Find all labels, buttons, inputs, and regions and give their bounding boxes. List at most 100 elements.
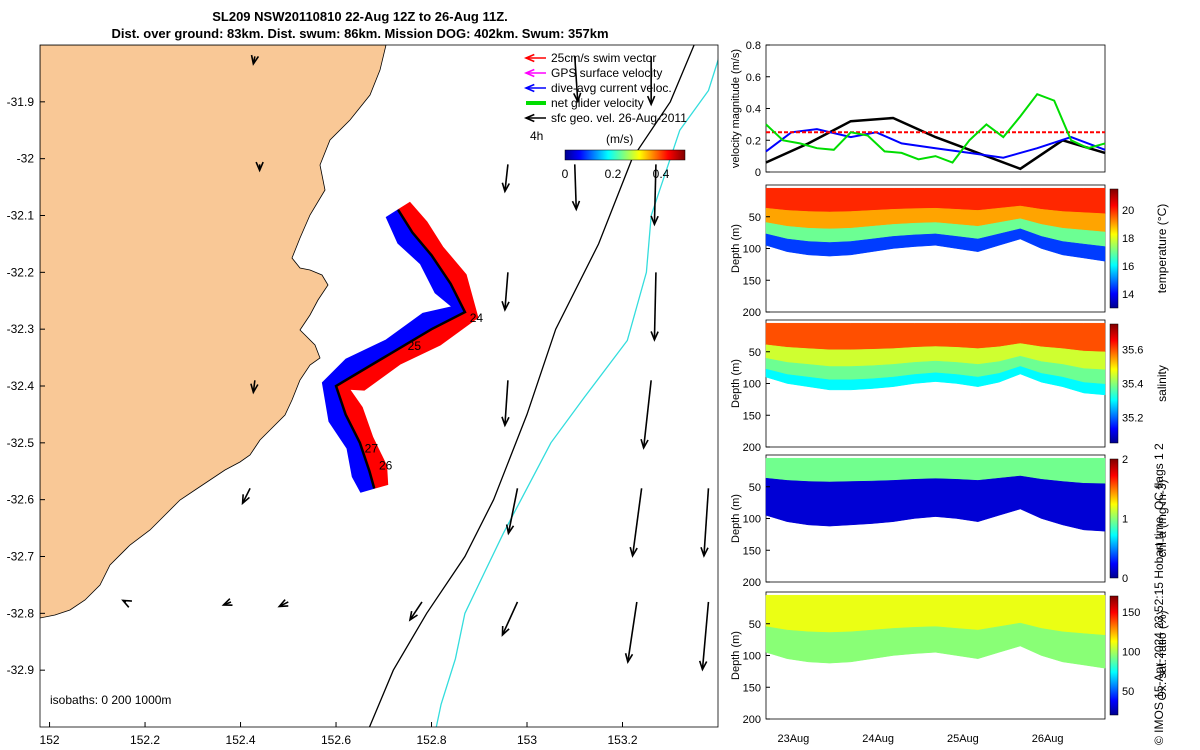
colorbar-tick-label: 0.4	[653, 167, 670, 181]
salinity-colorbar-tick-label: 35.6	[1122, 345, 1143, 357]
legend-swatch	[523, 68, 546, 78]
salinity-colorbar-tick-label: 35.2	[1122, 413, 1143, 425]
salinity-layer	[765, 366, 1106, 396]
temperature-y-tick-label: 50	[749, 212, 761, 224]
geo-vector-arrow	[221, 598, 233, 606]
velocity-frame	[765, 44, 1106, 173]
oxygen-y-tick-label: 150	[743, 682, 761, 694]
temperature-layer	[765, 228, 1106, 262]
legend-label: sfc geo. vel. 26-Aug-2011	[551, 111, 687, 125]
geo-vector-arrow	[501, 164, 511, 194]
colorbar-tick-label: 0	[562, 167, 569, 181]
chl-a-colorbar-tick-label: 0	[1122, 573, 1128, 585]
chart-title-line-2: Dist. over ground: 83km. Dist. swum: 86k…	[111, 26, 609, 41]
geo-vector-arrow	[501, 380, 510, 428]
salinity-colorbar	[1109, 323, 1119, 444]
geo-vector-arrow	[501, 601, 519, 637]
temperature-y-tick-label: 100	[743, 244, 761, 256]
speed-colorbar-ticks: 0 0.2 0.4	[562, 167, 670, 181]
legend-entry: net glider velocity	[526, 96, 644, 110]
map-y-tick-label: -32	[17, 152, 35, 166]
salinity-y-tick-label: 100	[743, 379, 761, 391]
velocity-y-tick-label: 0.4	[746, 104, 761, 116]
map-y-tick-label: -32.2	[7, 265, 35, 279]
map-x-tick-label: 153.2	[607, 733, 637, 747]
map-x-tick-label: 152.4	[226, 733, 256, 747]
profile-panels: 0 0.2 0.4 0.6 0.8 velocity magnitude (m/s) 50 1…	[730, 40, 1169, 745]
chl-a-colorbar-tick-label: 2	[1122, 454, 1128, 466]
geo-vector-arrow	[700, 488, 710, 558]
map-x-tick-label: 153	[517, 733, 537, 747]
isobath-label: isobaths: 0 200 1000m	[50, 693, 171, 707]
colorbar-unit: (m/s)	[606, 132, 633, 146]
salinity-y-tick-label: 200	[743, 442, 761, 454]
temperature-axis-label: Depth (m)	[730, 224, 742, 273]
map-y-tick-label: -32.5	[7, 436, 35, 450]
temperature-y-tick-label: 200	[743, 307, 761, 319]
velocity-y-tick-label: 0.8	[746, 40, 761, 52]
salinity-y-tick-label: 50	[749, 347, 761, 359]
oxygen-y-tick-label: 50	[749, 619, 761, 631]
velocity-y-tick-label: 0.6	[746, 72, 761, 84]
chl-a-y-tick-label: 150	[743, 545, 761, 557]
geo-vector-arrow	[629, 488, 643, 558]
map-y-tick-label: -32.9	[7, 663, 35, 677]
time-tick-label: 23Aug	[777, 733, 809, 745]
chart-title-line-1: SL209 NSW20110810 22-Aug 12Z to 26-Aug 1…	[212, 9, 508, 24]
legend-entry: sfc geo. vel. 26-Aug-2011	[523, 111, 687, 125]
map-y-ticks: -31.9 -32 -32.1 -32.2 -32.3 -32.4 -32.5 -32.6 -3…	[7, 95, 45, 677]
glider-track-line	[334, 209, 467, 489]
legend-swatch	[523, 83, 546, 93]
salinity-y-tick-label: 150	[743, 410, 761, 422]
time-tick-label: 25Aug	[947, 733, 979, 745]
chl-a-colorbar	[1109, 458, 1119, 579]
map-x-tick-label: 152.8	[417, 733, 447, 747]
map-y-tick-label: -32.3	[7, 322, 35, 336]
geo-vector-arrow	[624, 601, 638, 664]
geo-vector-arrow	[408, 601, 423, 622]
oxygen-colorbar-tick-label: 150	[1122, 607, 1140, 619]
chl-a-colorbar-label: chl-a (mg m-3)	[1155, 479, 1169, 557]
legend-entry: dive-avg current veloc.	[523, 81, 672, 95]
velocity-series-line	[765, 93, 1106, 164]
time-tick-label: 26Aug	[1032, 733, 1064, 745]
legend-swatch	[523, 53, 546, 63]
temperature-colorbar-label: temperature (°C)	[1155, 204, 1169, 294]
geo-vector-arrow	[255, 161, 264, 173]
geo-vector-arrow	[650, 272, 659, 342]
velocity-y-tick-label: 0	[755, 167, 761, 179]
chl-a-colorbar-tick-label: 1	[1122, 514, 1128, 526]
salinity-panel: 50 100 150 200 Depth (m) 35.2 35.4 35.6 salinity	[730, 319, 1169, 454]
chl-a-panel: 50 100 150 200 Depth (m) 0 1 2 chl-a (mg m-3)	[730, 454, 1169, 589]
geo-vector-arrow	[572, 56, 582, 104]
temperature-colorbar-tick-label: 18	[1122, 233, 1134, 245]
salinity-colorbar-label: salinity	[1155, 365, 1169, 402]
geo-vector-arrow	[121, 599, 132, 608]
legend-entry: 25cm/s swim vector	[523, 51, 656, 65]
temperature-colorbar-tick-label: 20	[1122, 205, 1134, 217]
map-y-tick-label: -32.8	[7, 606, 35, 620]
map-y-tick-label: -32.1	[7, 209, 35, 223]
map-y-tick-label: -32.7	[7, 550, 35, 564]
legend-label: net glider velocity	[551, 96, 644, 110]
oxygen-y-tick-label: 100	[743, 651, 761, 663]
day-label: 26	[379, 459, 393, 473]
geo-vector-arrow	[646, 56, 656, 107]
map-x-tick-label: 152.2	[130, 733, 160, 747]
oxygen-y-tick-label: 200	[743, 714, 761, 726]
map-y-tick-label: -32.4	[7, 379, 35, 393]
chl-a-y-tick-label: 200	[743, 577, 761, 589]
speed-colorbar	[564, 149, 686, 161]
map-y-tick-label: -32.6	[7, 493, 35, 507]
oxygen-panel: 50 100 150 200 Depth (m) 50 100 150 Ox. sat. rat…	[730, 591, 1169, 726]
geo-vector-arrow	[250, 380, 259, 395]
time-tick-label: 24Aug	[862, 733, 894, 745]
temperature-y-tick-label: 150	[743, 275, 761, 287]
velocity-series-line	[765, 116, 1106, 171]
geo-vector-arrow	[571, 164, 581, 212]
oxygen-colorbar-tick-label: 50	[1122, 686, 1134, 698]
colorbar-tick-label: 0.2	[605, 167, 622, 181]
